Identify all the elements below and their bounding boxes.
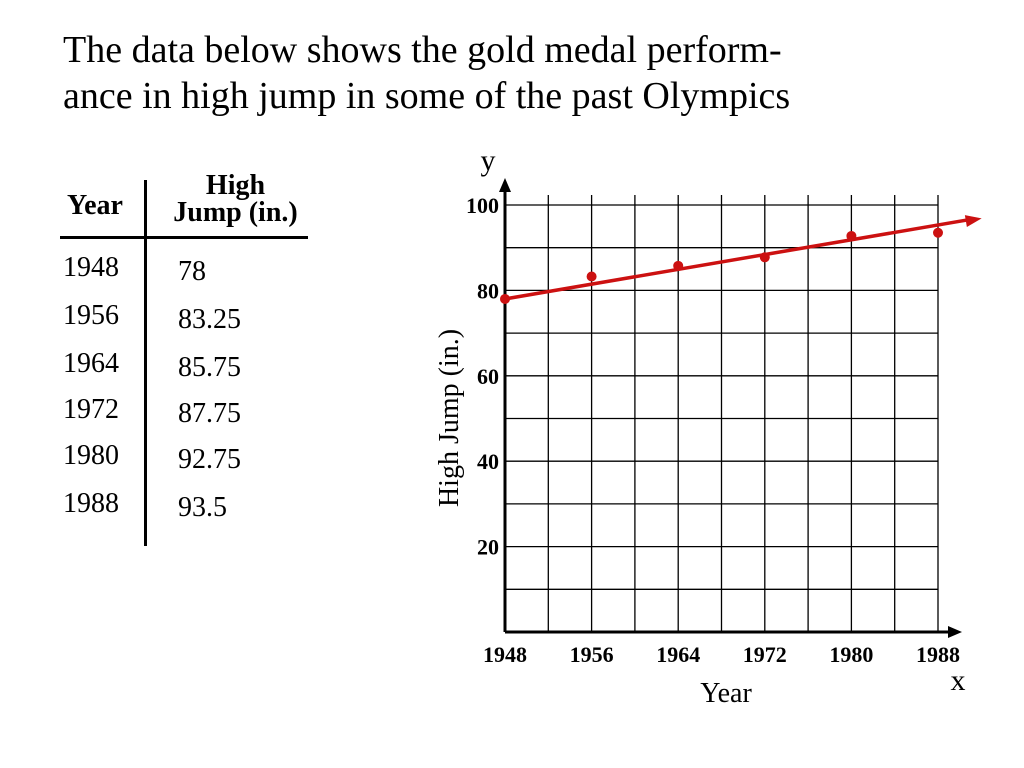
title-line-2: ance in high jump in some of the past Ol… (63, 74, 791, 117)
data-point (759, 252, 770, 263)
trend-line (504, 217, 970, 301)
x-tick-label: 1948 (483, 642, 527, 667)
data-point (586, 271, 597, 282)
data-point (673, 260, 684, 271)
y-tick-label: 100 (466, 193, 499, 218)
jump-header-line-1: High (205, 170, 266, 201)
table-row: 1964 85.75 (55, 348, 315, 388)
table-header-divider (60, 236, 308, 239)
table-row: 1948 78 (55, 252, 315, 292)
x-axis-title: Year (700, 678, 752, 709)
y-tick-label: 40 (477, 449, 499, 474)
data-point (846, 230, 857, 241)
x-tick-label: 1988 (916, 642, 960, 667)
data-point (933, 227, 943, 238)
row-year: 1972 (63, 394, 119, 425)
y-tick-label: 80 (477, 278, 499, 303)
data-point (500, 293, 510, 304)
table-row: 1972 87.75 (55, 394, 315, 434)
row-year: 1956 (63, 300, 119, 331)
row-high-jump: 83.25 (178, 304, 241, 335)
year-column-header: Year (67, 190, 123, 221)
x-tick-label: 1972 (743, 642, 787, 667)
data-table: Year High Jump (in.) 1948 78 1956 83.25 1964… (55, 170, 315, 550)
x-axis-letter: x (951, 664, 966, 697)
x-tick-label: 1980 (829, 642, 873, 667)
page-title: The data below shows the gold medal perf… (63, 28, 983, 119)
table-row: 1956 83.25 (55, 300, 315, 340)
y-axis-title: High Jump (in.) (434, 329, 465, 507)
row-year: 1988 (63, 488, 119, 519)
table-row: 1980 92.75 (55, 440, 315, 480)
y-axis-letter: y (481, 144, 496, 177)
row-high-jump: 85.75 (178, 352, 241, 383)
table-row: 1988 93.5 (55, 488, 315, 528)
jump-header-line-2: Jump (in.) (173, 197, 298, 228)
y-tick-label: 20 (477, 535, 499, 560)
trend-arrow-icon (964, 215, 982, 227)
title-line-1: The data below shows the gold medal perf… (63, 29, 782, 71)
x-tick-label: 1956 (570, 642, 614, 667)
row-high-jump: 92.75 (178, 444, 241, 475)
row-high-jump: 78 (178, 256, 206, 287)
grid-lines (505, 195, 939, 632)
row-year: 1980 (63, 440, 119, 471)
jump-column-header: High Jump (in.) (153, 170, 318, 228)
row-high-jump: 93.5 (178, 492, 227, 523)
y-tick-label: 60 (477, 364, 499, 389)
y-axis-arrow-icon (499, 178, 511, 192)
row-year: 1964 (63, 348, 119, 379)
x-axis-arrow-icon (948, 626, 962, 638)
table-column-divider (144, 180, 147, 546)
x-tick-label: 1964 (656, 642, 700, 667)
row-year: 1948 (63, 252, 119, 283)
row-high-jump: 87.75 (178, 398, 241, 429)
